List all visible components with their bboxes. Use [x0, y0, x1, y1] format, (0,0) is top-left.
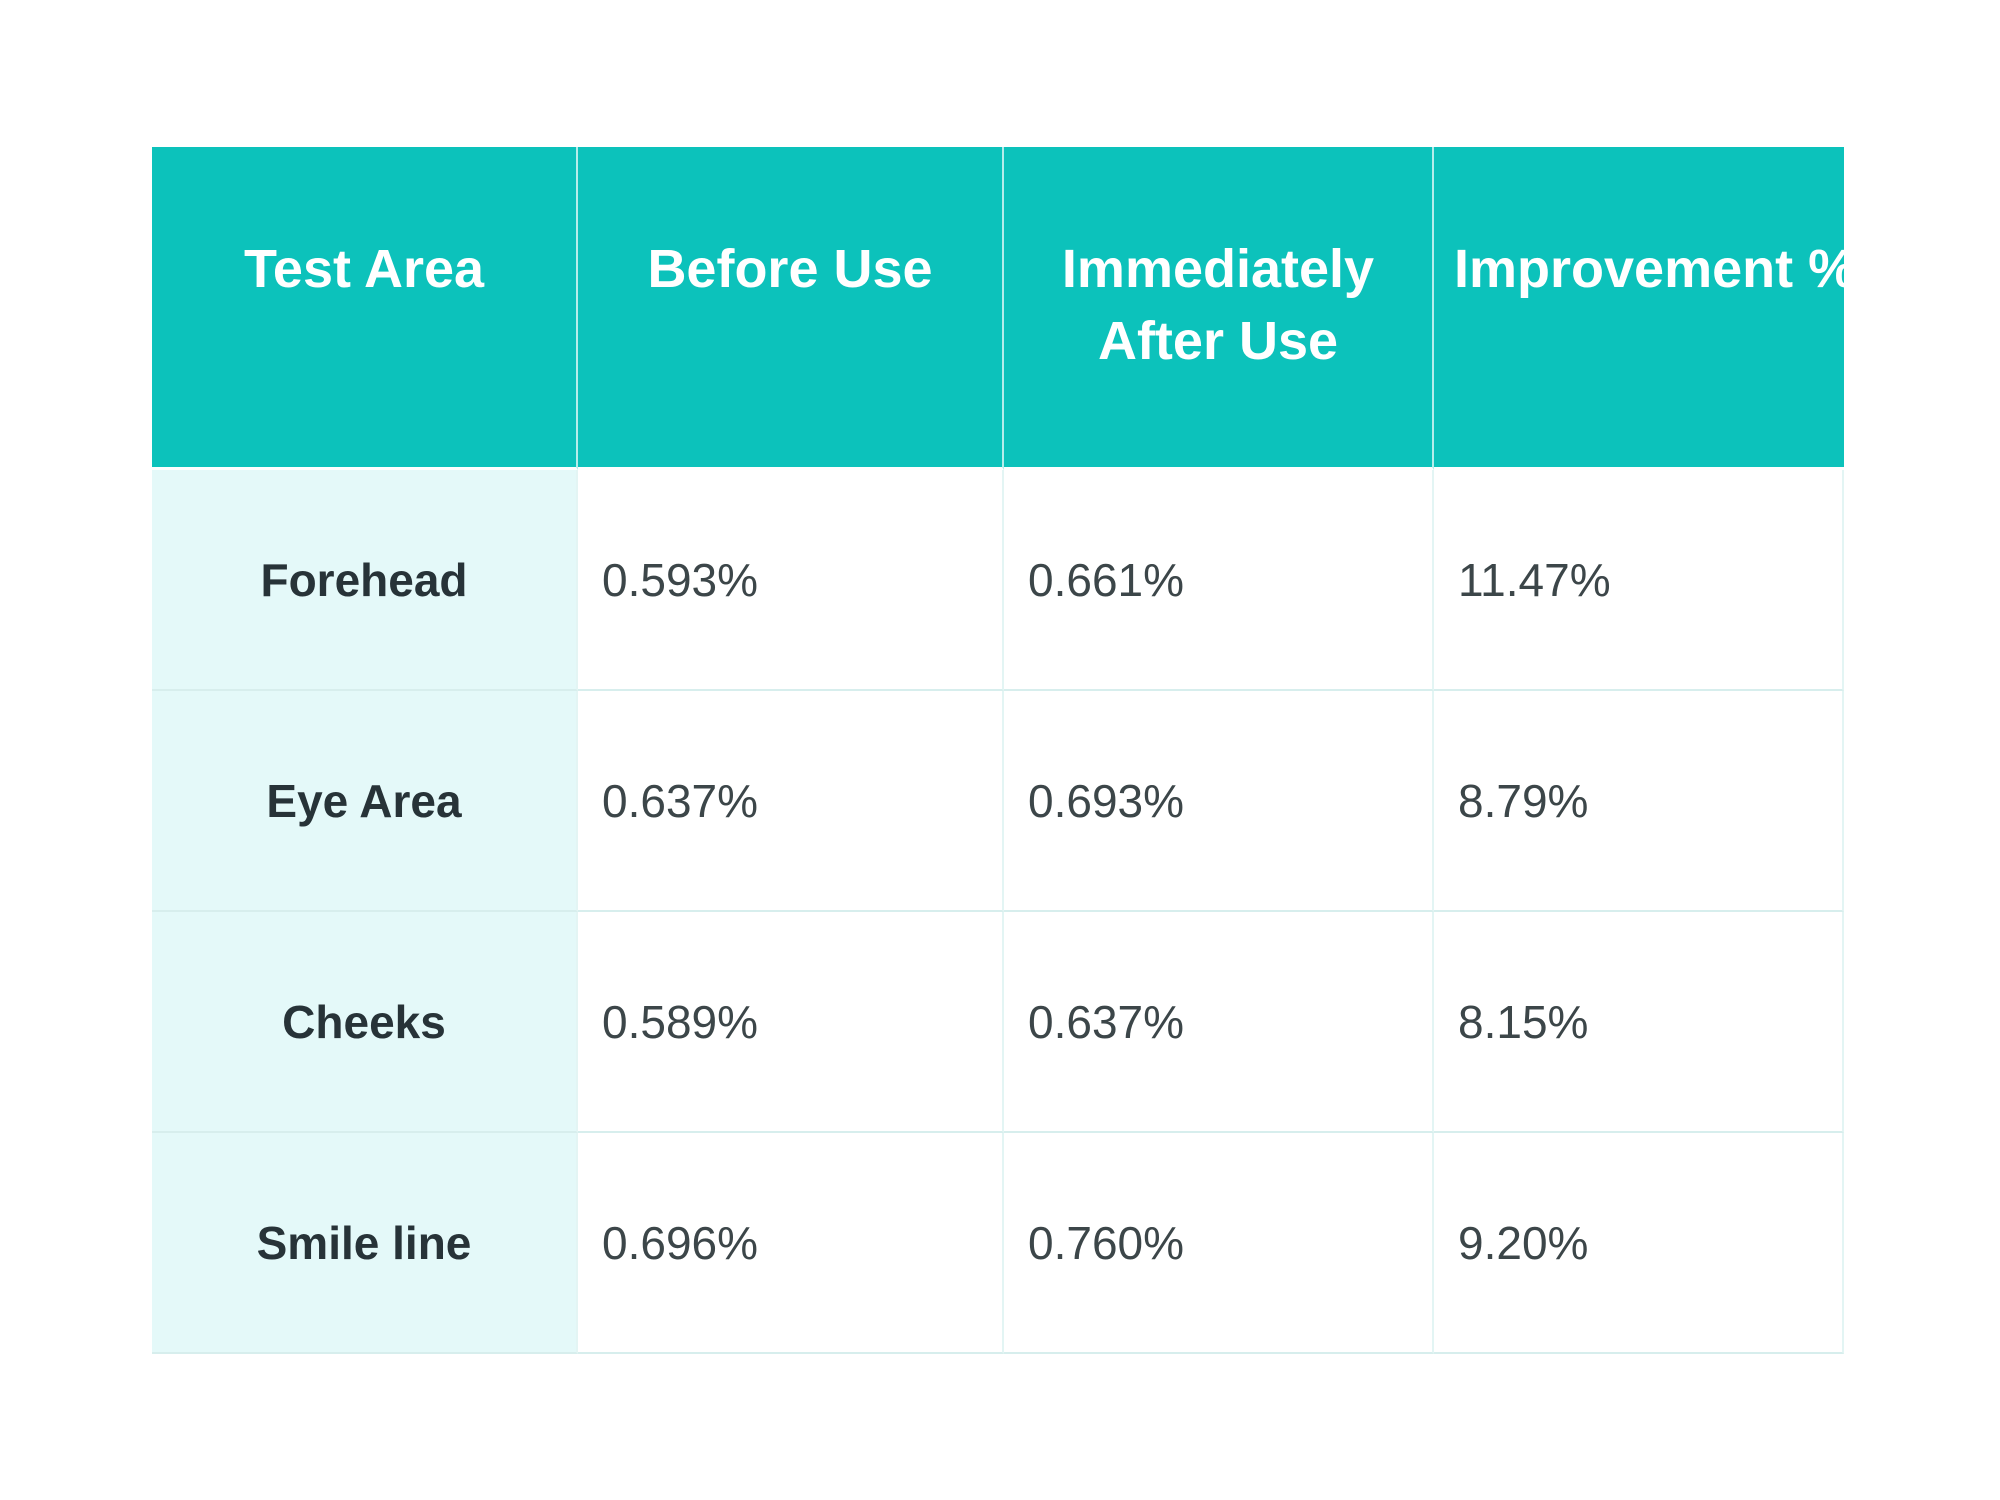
cell-before-value: 0.637%: [578, 691, 1004, 912]
cell-before-value: 0.593%: [578, 470, 1004, 691]
row-label: Eye Area: [152, 691, 578, 912]
results-table: Test Area Before Use Immediately After U…: [152, 147, 1856, 1354]
header-cell-immediately-after-use: Immediately After Use: [1004, 147, 1434, 470]
cell-before-value: 0.696%: [578, 1133, 1004, 1354]
row-label: Smile line: [152, 1133, 578, 1354]
cell-improvement-value: 11.47%: [1434, 470, 1844, 691]
cell-improvement-value: 8.15%: [1434, 912, 1844, 1133]
cell-improvement-value: 8.79%: [1434, 691, 1844, 912]
cell-before-value: 0.589%: [578, 912, 1004, 1133]
header-cell-before-use: Before Use: [578, 147, 1004, 470]
table-row: Cheeks 0.589% 0.637% 8.15%: [152, 912, 1844, 1133]
row-label: Forehead: [152, 470, 578, 691]
table-row: Smile line 0.696% 0.760% 9.20%: [152, 1133, 1844, 1354]
cell-after-value: 0.693%: [1004, 691, 1434, 912]
table-row: Forehead 0.593% 0.661% 11.47%: [152, 470, 1844, 691]
row-label: Cheeks: [152, 912, 578, 1133]
cell-after-value: 0.661%: [1004, 470, 1434, 691]
header-cell-improvement: Improvement %: [1434, 147, 1856, 470]
header-row: Test Area Before Use Immediately After U…: [152, 147, 1856, 470]
cell-after-value: 0.637%: [1004, 912, 1434, 1133]
cell-after-value: 0.760%: [1004, 1133, 1434, 1354]
table-row: Eye Area 0.637% 0.693% 8.79%: [152, 691, 1844, 912]
header-cell-test-area: Test Area: [152, 147, 578, 470]
cell-improvement-value: 9.20%: [1434, 1133, 1844, 1354]
